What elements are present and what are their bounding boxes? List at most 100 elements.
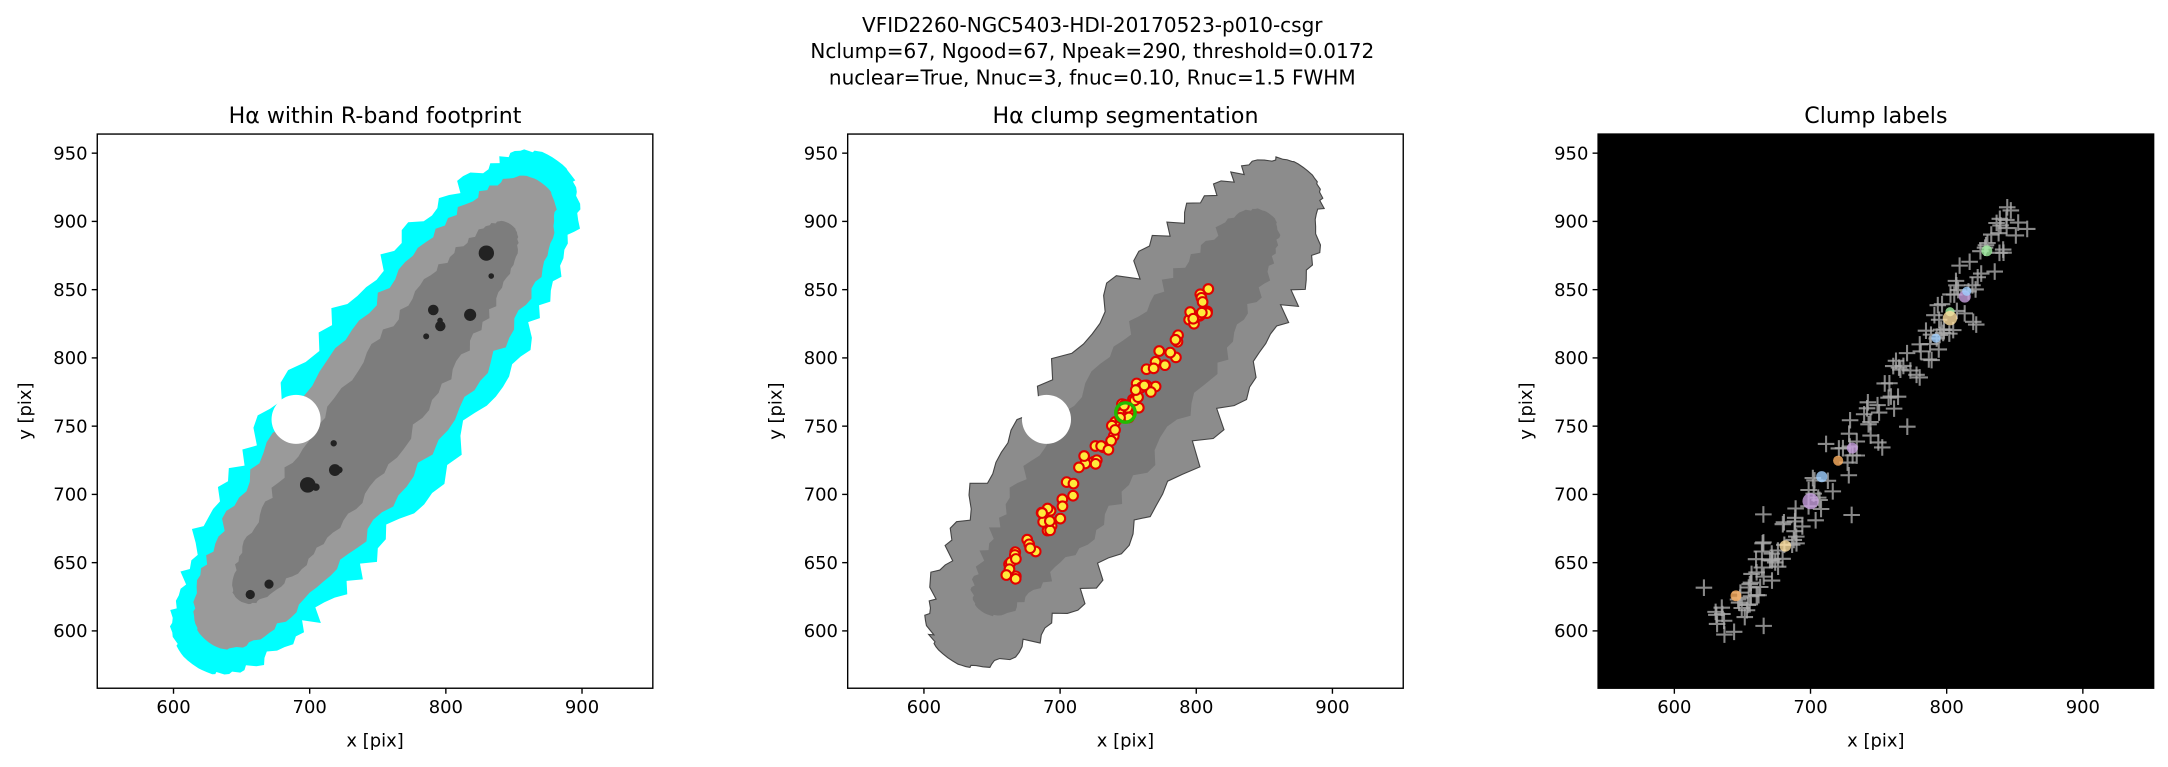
y-tick-label: 650 (53, 553, 87, 574)
y-tick-label: 650 (1554, 553, 1588, 574)
y-tick-label: 750 (1554, 416, 1588, 437)
peak-cross (2002, 202, 2020, 219)
clump-marker (1078, 450, 1091, 462)
clump-label (1962, 286, 1972, 296)
clump-marker (1073, 461, 1085, 474)
x-axis-label: x [pix] (346, 730, 403, 751)
image-content (924, 156, 1326, 668)
clump-label (1802, 493, 1819, 510)
peak-cross (1755, 534, 1772, 551)
peak-cross (1912, 343, 1930, 360)
peak-cross (1740, 579, 1757, 596)
x-tick-label: 800 (1930, 697, 1964, 718)
peak-cross (1841, 411, 1859, 429)
peak-cross (1961, 253, 1978, 271)
x-tick-label: 700 (1043, 697, 1077, 718)
mask-hole (1021, 394, 1071, 444)
x-tick-label: 700 (1793, 697, 1827, 718)
clump-marker (1169, 333, 1182, 346)
image-content (169, 149, 581, 675)
clump-label (1981, 245, 1993, 257)
y-tick-label: 700 (53, 485, 87, 506)
peak-cross (1890, 359, 1908, 376)
clump-marker (1067, 477, 1080, 490)
peak-cross (1840, 425, 1858, 443)
bright-knot (464, 308, 477, 321)
peak-cross (1766, 554, 1784, 571)
peak-cross (1982, 226, 2000, 243)
plot-title: Clump labels (1804, 103, 1947, 129)
peak-cross (1885, 400, 1903, 417)
clump-marker (1109, 424, 1121, 436)
bright-knot (488, 273, 495, 279)
plot-title: Hα clump segmentation (992, 103, 1258, 129)
peak-cross (1932, 321, 1950, 338)
peak-cross (1747, 550, 1765, 568)
x-tick-label: 600 (907, 697, 941, 718)
clump-label (1931, 333, 1941, 343)
plot-title: Hα within R-band footprint (229, 103, 522, 129)
axes-frame (96, 133, 654, 689)
clump-marker (1000, 569, 1013, 581)
x-axis-label: x [pix] (1847, 730, 1904, 751)
peak-cross (1763, 572, 1781, 589)
peak-cross (1934, 324, 1952, 342)
x-tick-label: 600 (156, 697, 190, 718)
x-tick-label: 900 (2066, 697, 2100, 718)
clump-marker (1164, 346, 1177, 359)
y-tick-label: 950 (804, 143, 838, 164)
y-tick-label: 600 (1554, 621, 1588, 642)
x-tick-label: 800 (1179, 697, 1213, 718)
peak-cross (2018, 220, 2036, 238)
mask-hole (271, 394, 321, 444)
peak-cross (1948, 277, 1965, 294)
peak-cross (1969, 268, 1986, 286)
clump-marker (1102, 443, 1115, 456)
x-tick-label: 600 (1657, 697, 1691, 718)
peak-cross (1755, 617, 1772, 635)
y-tick-label: 800 (1554, 348, 1588, 369)
peak-cross (1743, 565, 1760, 583)
clump-marker (1147, 362, 1160, 375)
peak-cross (1755, 568, 1772, 585)
x-tick-label: 800 (429, 697, 463, 718)
y-axis-label: y [pix] (765, 382, 786, 439)
clump-label (1730, 590, 1742, 602)
figure-title: VFID2260-NGC5403-HDI-20170523-p010-csgr (862, 13, 1323, 37)
peak-cross (1748, 586, 1765, 604)
peak-cross (1817, 435, 1835, 453)
clump-label (1846, 442, 1858, 454)
bright-knot (299, 477, 316, 493)
peak-cross (1725, 623, 1743, 641)
y-tick-label: 950 (1554, 143, 1588, 164)
y-tick-label: 900 (1554, 212, 1588, 233)
peak-cross (1876, 375, 1894, 392)
peak-cross (1988, 214, 2005, 232)
peak-cross (1716, 626, 1733, 643)
peak-cross (1911, 369, 1928, 386)
clump-label (1833, 455, 1844, 466)
peak-cross (1860, 416, 1877, 433)
bright-knot (312, 483, 320, 491)
peak-cross (1951, 257, 1968, 274)
peak-cross (1786, 509, 1804, 527)
clump-marker (1153, 345, 1166, 357)
figure-title: Nclump=67, Ngood=67, Npeak=290, threshol… (810, 39, 1374, 63)
clump-marker (1010, 553, 1022, 565)
clump-marker (1089, 457, 1102, 470)
bright-knot (435, 320, 446, 332)
y-tick-label: 700 (804, 485, 838, 506)
x-axis-label: x [pix] (1097, 730, 1154, 751)
clump-marker (1196, 296, 1209, 308)
peak-cross (1869, 396, 1886, 414)
peak-cross (1862, 413, 1879, 431)
peak-cross (1741, 575, 1759, 593)
bright-knot (264, 579, 274, 589)
peak-cross (1902, 362, 1919, 379)
peak-cross (1870, 404, 1888, 421)
peak-cross (1840, 466, 1858, 484)
peak-cross (1774, 515, 1792, 533)
y-axis-label: y [pix] (1516, 382, 1537, 439)
clump-marker (1009, 572, 1022, 585)
